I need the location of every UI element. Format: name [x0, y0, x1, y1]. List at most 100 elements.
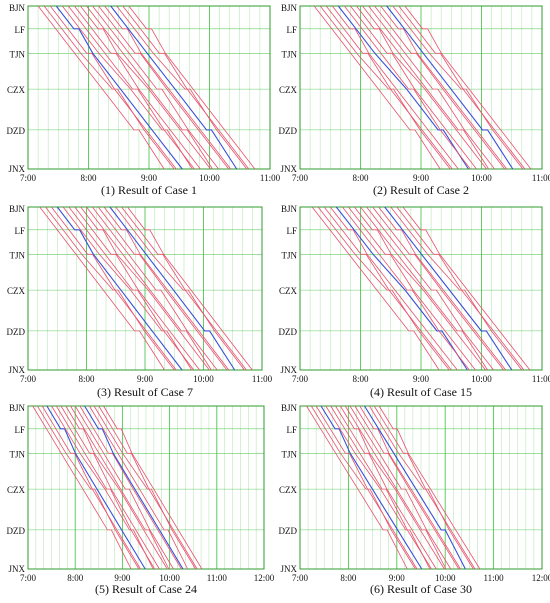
x-tick-label: 8:00 — [352, 374, 369, 384]
red-train-line — [128, 5, 256, 170]
red-train-line — [350, 5, 477, 170]
blue-train-line — [46, 405, 146, 570]
red-train-line — [362, 5, 489, 170]
red-train-line — [98, 405, 198, 570]
x-tick-label: 7:00 — [20, 374, 37, 384]
red-train-line — [339, 405, 445, 570]
station-label: JNX — [280, 164, 297, 174]
red-train-line — [392, 5, 524, 170]
red-train-line — [331, 5, 459, 170]
red-train-line — [98, 5, 230, 170]
blue-train-line — [386, 5, 514, 170]
blue-train-line — [56, 206, 183, 371]
station-label: BJN — [9, 3, 26, 13]
plot-frame — [299, 405, 543, 570]
red-train-line — [366, 206, 494, 371]
x-tick-label: 9:00 — [413, 374, 430, 384]
x-tick-label: 11:00 — [532, 374, 550, 384]
x-tick-label: 7:00 — [292, 573, 309, 583]
station-label: JNX — [280, 564, 297, 574]
red-train-line — [37, 405, 140, 570]
station-label: DZD — [279, 126, 298, 136]
red-train-line — [74, 405, 174, 570]
red-train-line — [342, 206, 470, 371]
red-train-line — [335, 405, 437, 570]
station-label: BJN — [281, 403, 298, 413]
panel-caption: (4) Result of Case 15 — [370, 385, 472, 399]
station-label: LF — [286, 425, 297, 435]
x-tick-label: 11:00 — [252, 374, 273, 384]
red-train-line — [62, 206, 193, 371]
blue-train-line — [320, 405, 423, 570]
red-train-line — [32, 405, 132, 570]
red-train-line — [43, 5, 175, 170]
plot-frame — [27, 206, 263, 371]
red-train-line — [92, 206, 218, 371]
red-train-line — [398, 5, 526, 170]
red-train-line — [325, 5, 453, 170]
red-train-line — [70, 405, 170, 570]
red-train-line — [329, 206, 458, 371]
x-tick-label: 11:00 — [532, 173, 550, 183]
x-tick-label: 12:00 — [254, 573, 275, 583]
station-label: BJN — [9, 403, 26, 413]
plot-frame — [27, 405, 265, 570]
red-train-line — [368, 5, 495, 170]
red-train-line — [359, 405, 461, 570]
red-train-line — [315, 405, 418, 570]
red-train-line — [313, 5, 441, 170]
panel-caption: (5) Result of Case 24 — [95, 582, 197, 596]
panel-caption: (6) Result of Case 30 — [370, 582, 472, 596]
red-train-line — [344, 405, 447, 570]
blue-train-line — [384, 206, 513, 371]
red-train-line — [402, 206, 531, 371]
red-train-line — [80, 5, 211, 170]
red-train-line — [360, 206, 488, 371]
station-label: BJN — [281, 204, 298, 214]
station-label: BJN — [281, 3, 298, 13]
red-train-line — [378, 206, 507, 371]
x-tick-label: 10:00 — [435, 573, 456, 583]
red-train-line — [372, 206, 505, 371]
x-tick-label: 10:00 — [159, 573, 180, 583]
red-train-line — [80, 206, 210, 371]
station-label: CZX — [279, 85, 298, 95]
blue-train-line — [110, 5, 238, 170]
station-label: DZD — [279, 327, 298, 337]
station-label: CZX — [7, 286, 26, 296]
red-train-line — [74, 206, 200, 371]
x-tick-label: 7:00 — [292, 173, 309, 183]
station-label: LF — [286, 226, 297, 236]
x-tick-label: 11:00 — [207, 573, 228, 583]
x-tick-label: 9:00 — [114, 573, 131, 583]
station-label: CZX — [7, 85, 26, 95]
panel-caption: (3) Result of Case 7 — [97, 385, 193, 399]
red-train-line — [103, 206, 230, 371]
x-tick-label: 8:00 — [80, 173, 97, 183]
red-train-line — [356, 5, 487, 170]
red-train-line — [37, 5, 165, 170]
red-train-line — [116, 5, 248, 170]
station-label: DZD — [7, 126, 26, 136]
red-train-line — [369, 405, 474, 570]
panel-caption: (1) Result of Case 1 — [101, 183, 197, 197]
panel-caption: (2) Result of Case 2 — [373, 183, 469, 197]
station-label: TJN — [10, 250, 26, 260]
blue-train-line — [55, 5, 183, 170]
plot-frame — [27, 5, 271, 170]
blue-train-line — [335, 206, 468, 371]
red-train-line — [380, 5, 508, 170]
red-train-line — [122, 5, 250, 170]
x-tick-label: 8:00 — [67, 573, 84, 583]
x-tick-label: 8:00 — [352, 173, 369, 183]
x-tick-label: 9:00 — [389, 573, 406, 583]
x-tick-label: 9:00 — [137, 374, 154, 384]
station-label: LF — [14, 25, 25, 35]
x-tick-label: 10:00 — [471, 173, 492, 183]
station-label: DZD — [7, 327, 26, 337]
red-train-line — [354, 405, 460, 570]
